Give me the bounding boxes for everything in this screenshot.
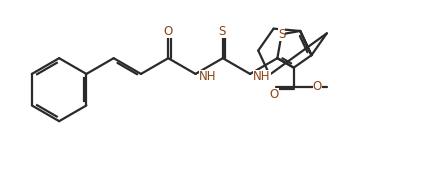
- Text: S: S: [278, 28, 285, 41]
- Text: S: S: [219, 25, 226, 38]
- Text: O: O: [313, 80, 322, 93]
- Text: NH: NH: [253, 70, 271, 83]
- Text: O: O: [163, 25, 172, 38]
- Text: NH: NH: [198, 70, 216, 83]
- Text: O: O: [270, 88, 279, 101]
